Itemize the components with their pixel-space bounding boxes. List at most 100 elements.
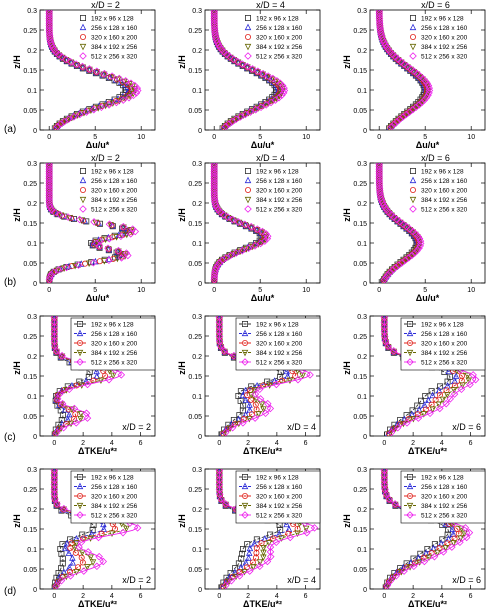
data-point bbox=[248, 65, 257, 73]
data-point bbox=[69, 559, 76, 566]
data-point bbox=[236, 113, 245, 121]
legend-marker bbox=[244, 52, 252, 60]
y-axis-label: z/H bbox=[342, 514, 352, 528]
y-tick-label: 0.25 bbox=[188, 28, 202, 35]
legend-marker bbox=[409, 176, 417, 184]
y-tick-label: 0.25 bbox=[353, 487, 367, 494]
y-tick-label: 0.05 bbox=[188, 108, 202, 115]
data-point bbox=[266, 404, 275, 413]
data-point bbox=[398, 258, 406, 267]
data-point bbox=[72, 419, 80, 427]
data-point bbox=[53, 581, 61, 589]
data-point bbox=[263, 232, 272, 241]
data-point bbox=[240, 416, 247, 423]
data-point bbox=[90, 105, 98, 114]
legend: 192 x 96 x 128 256 x 128 x 160 320 x 160 x… bbox=[70, 317, 156, 371]
data-point bbox=[100, 520, 107, 528]
data-point bbox=[380, 316, 389, 322]
legend-label: 256 x 128 x 160 bbox=[256, 25, 303, 32]
data-point bbox=[375, 10, 384, 16]
data-point bbox=[416, 72, 425, 80]
legend-label: 256 x 128 x 160 bbox=[256, 178, 303, 185]
data-point bbox=[50, 337, 59, 346]
legend-box bbox=[70, 470, 156, 524]
y-tick-label: 0.25 bbox=[23, 334, 37, 341]
data-point bbox=[51, 316, 58, 322]
legend-label: 384 x 192 x 256 bbox=[421, 197, 468, 204]
legend-label: 320 x 160 x 200 bbox=[421, 35, 468, 42]
x-axis-label: Δu/u* bbox=[86, 293, 110, 303]
data-point bbox=[267, 552, 275, 561]
x-tick-label: 6 bbox=[139, 440, 143, 447]
data-point bbox=[461, 524, 470, 532]
data-point bbox=[403, 62, 412, 71]
legend-marker bbox=[244, 186, 251, 193]
data-point bbox=[432, 396, 439, 403]
x-tick-label: 4 bbox=[110, 440, 114, 447]
data-point bbox=[248, 396, 255, 403]
y-tick-label: 0.1 bbox=[192, 394, 202, 401]
data-point bbox=[85, 65, 94, 73]
y-tick-label: 0.05 bbox=[353, 414, 367, 421]
data-point bbox=[469, 371, 477, 379]
legend-label: 384 x 192 x 256 bbox=[91, 350, 138, 357]
data-point bbox=[407, 65, 415, 73]
data-point bbox=[283, 367, 290, 375]
data-point bbox=[410, 415, 417, 423]
x-tick-label: 4 bbox=[110, 593, 114, 600]
legend-label: 192 x 96 x 128 bbox=[256, 322, 299, 329]
data-point bbox=[251, 105, 260, 114]
legend-label: 192 x 96 x 128 bbox=[421, 475, 464, 482]
data-point bbox=[459, 382, 466, 389]
data-point bbox=[128, 225, 137, 233]
panel-b2: 0 0.05 0.1 0.15 0.2 0.25 0.3 0 5 10 Δu/u* z/H x/D = … bbox=[177, 153, 321, 303]
legend-marker bbox=[406, 358, 414, 366]
data-point bbox=[105, 375, 113, 384]
data-point bbox=[390, 120, 399, 128]
data-point bbox=[442, 544, 449, 552]
data-point bbox=[396, 218, 404, 226]
legend-label: 512 x 256 x 320 bbox=[256, 207, 303, 214]
x-tick-label: 0 bbox=[52, 593, 56, 600]
data-point bbox=[84, 548, 92, 556]
panel-annotation: x/D = 4 bbox=[287, 422, 316, 432]
data-point bbox=[220, 347, 229, 355]
x-axis-label: Δu/u* bbox=[416, 140, 440, 150]
row-label: (d) bbox=[4, 586, 16, 597]
data-point bbox=[294, 375, 302, 384]
data-point bbox=[86, 66, 93, 74]
row-label: (c) bbox=[4, 432, 16, 443]
data-point bbox=[129, 91, 138, 100]
data-point bbox=[430, 552, 439, 561]
panel-a3: 0 0.05 0.1 0.15 0.2 0.25 0.3 0 5 10 Δu/u* z/H x/D = … bbox=[342, 0, 486, 150]
legend-label: 320 x 160 x 200 bbox=[421, 188, 468, 195]
data-point bbox=[221, 428, 230, 436]
data-point bbox=[97, 377, 105, 385]
data-point bbox=[119, 222, 128, 231]
y-axis-label: z/H bbox=[177, 361, 187, 375]
data-point bbox=[60, 265, 68, 272]
data-point bbox=[414, 414, 423, 422]
series-line bbox=[53, 469, 96, 588]
legend-marker bbox=[244, 43, 252, 51]
data-point bbox=[241, 110, 250, 119]
data-point bbox=[108, 530, 116, 538]
data-point bbox=[294, 530, 301, 538]
y-tick-label: 0.3 bbox=[357, 314, 367, 321]
y-tick-label: 0.05 bbox=[23, 108, 37, 115]
data-point bbox=[424, 91, 432, 100]
y-tick-label: 0.2 bbox=[27, 354, 37, 361]
data-point bbox=[310, 524, 319, 532]
y-tick-label: 0.1 bbox=[27, 241, 37, 248]
panel-annotation: x/D = 6 bbox=[452, 575, 481, 585]
panel-d3: 0 0.05 0.1 0.15 0.2 0.25 0.3 0 2 4 6 ΔTKE/u*² z/H x/D… bbox=[342, 467, 486, 609]
x-tick-label: 0 bbox=[377, 287, 381, 294]
data-point bbox=[226, 251, 235, 260]
data-point bbox=[448, 543, 456, 551]
panel-annotation: x/D = 6 bbox=[421, 153, 450, 163]
legend-marker bbox=[76, 511, 84, 519]
y-tick-label: 0.15 bbox=[23, 527, 37, 534]
series-line bbox=[53, 469, 106, 588]
y-tick-label: 0.05 bbox=[353, 108, 367, 115]
data-point bbox=[456, 538, 464, 547]
